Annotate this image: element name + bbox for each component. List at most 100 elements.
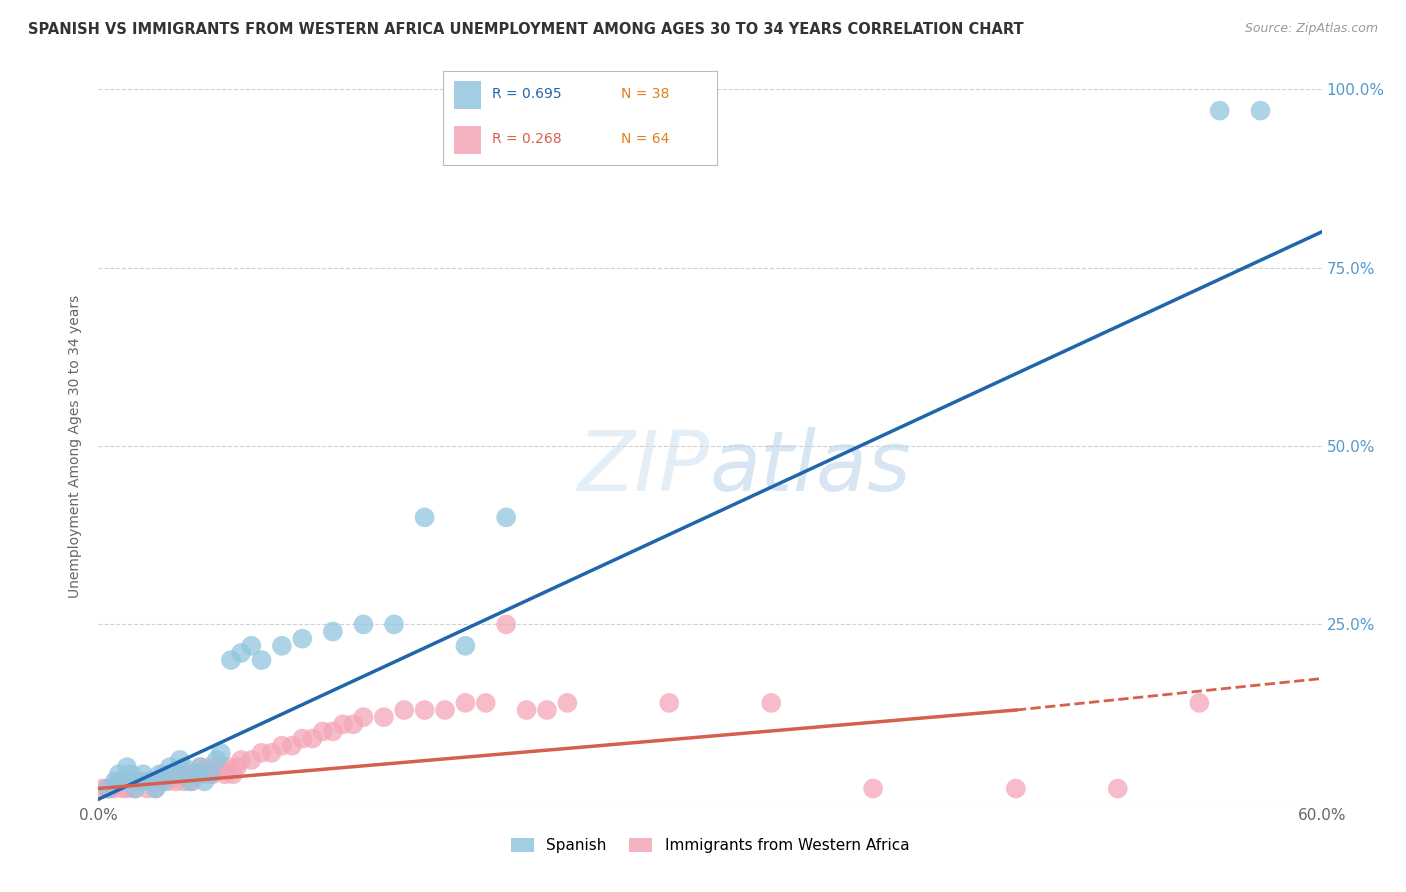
Point	[173, 760, 195, 774]
Point	[149, 767, 172, 781]
Point	[193, 767, 215, 781]
Text: ZIP: ZIP	[578, 427, 710, 508]
Point	[1188, 696, 1211, 710]
Point	[145, 781, 167, 796]
Point	[173, 774, 195, 789]
Point	[332, 717, 354, 731]
Point	[301, 731, 323, 746]
Point	[201, 767, 224, 781]
Point	[100, 781, 122, 796]
Point	[160, 767, 183, 781]
Point	[169, 753, 191, 767]
Point	[658, 696, 681, 710]
Point	[270, 639, 294, 653]
Point	[1249, 103, 1271, 118]
Point	[454, 639, 477, 653]
Point	[115, 760, 138, 774]
Point	[209, 760, 232, 774]
Point	[108, 774, 131, 789]
Point	[322, 624, 344, 639]
Point	[104, 774, 127, 789]
Point	[169, 767, 191, 781]
Point	[149, 774, 172, 789]
Point	[392, 703, 416, 717]
Point	[200, 767, 222, 781]
Point	[120, 767, 142, 781]
Point	[128, 774, 150, 789]
Point	[205, 760, 228, 774]
Point	[97, 781, 120, 796]
Point	[516, 703, 538, 717]
Point	[141, 774, 163, 789]
Point	[197, 760, 219, 774]
Point	[474, 696, 498, 710]
Point	[179, 774, 201, 789]
Point	[132, 767, 155, 781]
Point	[557, 696, 579, 710]
Point	[186, 767, 208, 781]
Point	[218, 760, 240, 774]
Point	[260, 746, 283, 760]
Point	[322, 724, 344, 739]
Point	[454, 696, 477, 710]
Point	[108, 767, 131, 781]
Point	[159, 760, 181, 774]
Point	[124, 781, 146, 796]
Point	[104, 781, 127, 796]
Point	[231, 646, 253, 660]
Point	[1209, 103, 1232, 118]
Point	[413, 510, 436, 524]
Text: N = 38: N = 38	[621, 87, 669, 102]
Point	[352, 710, 374, 724]
Point	[291, 632, 314, 646]
Text: N = 64: N = 64	[621, 132, 669, 146]
Point	[165, 774, 187, 789]
Point	[188, 760, 212, 774]
Point	[250, 653, 273, 667]
Point	[111, 774, 134, 789]
Point	[761, 696, 783, 710]
Point	[120, 774, 142, 789]
Point	[132, 774, 155, 789]
Point	[205, 753, 228, 767]
Point	[181, 774, 204, 789]
Point	[312, 724, 335, 739]
Point	[240, 753, 263, 767]
Text: SPANISH VS IMMIGRANTS FROM WESTERN AFRICA UNEMPLOYMENT AMONG AGES 30 TO 34 YEARS: SPANISH VS IMMIGRANTS FROM WESTERN AFRIC…	[28, 22, 1024, 37]
Point	[281, 739, 304, 753]
Point	[91, 781, 114, 796]
Text: atlas: atlas	[710, 427, 911, 508]
Point	[226, 760, 249, 774]
Point	[136, 781, 159, 796]
Point	[96, 781, 118, 796]
Y-axis label: Unemployment Among Ages 30 to 34 years: Unemployment Among Ages 30 to 34 years	[69, 294, 83, 598]
Point	[240, 639, 263, 653]
Point	[1004, 781, 1026, 796]
Legend: Spanish, Immigrants from Western Africa: Spanish, Immigrants from Western Africa	[505, 832, 915, 859]
Point	[152, 774, 174, 789]
Point	[165, 767, 187, 781]
Point	[177, 767, 200, 781]
Text: R = 0.695: R = 0.695	[492, 87, 562, 102]
Point	[152, 767, 174, 781]
Point	[186, 767, 208, 781]
Point	[188, 760, 212, 774]
Point	[214, 767, 236, 781]
Point	[373, 710, 395, 724]
Point	[382, 617, 405, 632]
Point	[124, 781, 146, 796]
Point	[138, 774, 160, 789]
Point	[434, 703, 457, 717]
Bar	[454, 81, 481, 109]
Point	[209, 746, 232, 760]
Point	[219, 653, 242, 667]
Point	[352, 617, 374, 632]
Point	[193, 774, 215, 789]
Point	[128, 774, 150, 789]
Point	[270, 739, 294, 753]
Point	[536, 703, 558, 717]
Point	[145, 781, 167, 796]
Point	[291, 731, 314, 746]
Point	[111, 781, 134, 796]
Point	[115, 781, 138, 796]
